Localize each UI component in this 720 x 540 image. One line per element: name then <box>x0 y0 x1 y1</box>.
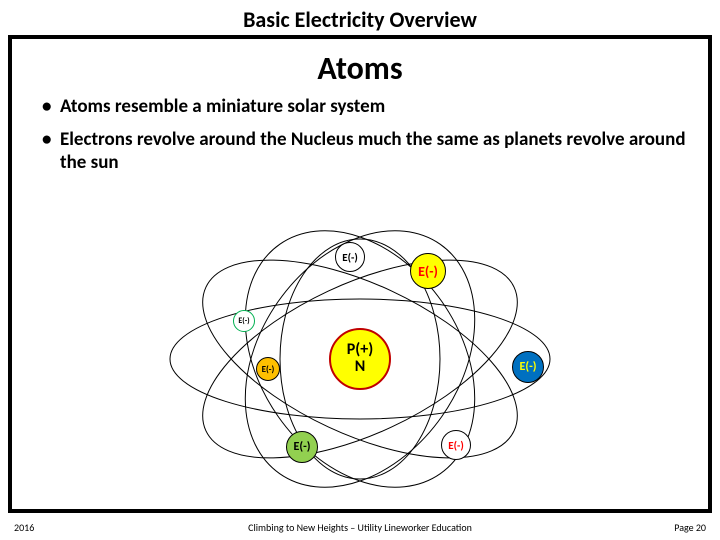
bullet-item: Electrons revolve around the Nucleus muc… <box>32 129 688 175</box>
bullet-list: Atoms resemble a miniature solar system E… <box>32 96 688 174</box>
electron: E(-) <box>441 430 471 460</box>
footer-year: 2016 <box>14 521 34 534</box>
electron: E(-) <box>335 242 365 272</box>
footer: 2016 Climbing to New Heights – Utility L… <box>0 521 720 534</box>
content-frame: Atoms Atoms resemble a miniature solar s… <box>8 35 712 513</box>
electron: E(-) <box>256 357 280 381</box>
bullet-item: Atoms resemble a miniature solar system <box>32 96 688 119</box>
electron: E(-) <box>410 253 446 289</box>
page-header: Basic Electricity Overview <box>0 0 720 35</box>
nucleus-label: N <box>355 359 366 376</box>
footer-center: Climbing to New Heights – Utility Linewo… <box>248 521 472 534</box>
electron: E(-) <box>233 310 255 332</box>
electron: E(-) <box>286 431 318 463</box>
electron: E(-) <box>512 351 544 383</box>
header-title: Basic Electricity Overview <box>243 6 477 33</box>
main-title: Atoms <box>32 49 688 88</box>
footer-page: Page 20 <box>674 521 706 534</box>
nucleus: P(+)N <box>329 328 391 390</box>
atom-diagram: P(+)N E(-) E(-) E(-) E(-) E(-) E(-) E(-) <box>140 229 580 489</box>
